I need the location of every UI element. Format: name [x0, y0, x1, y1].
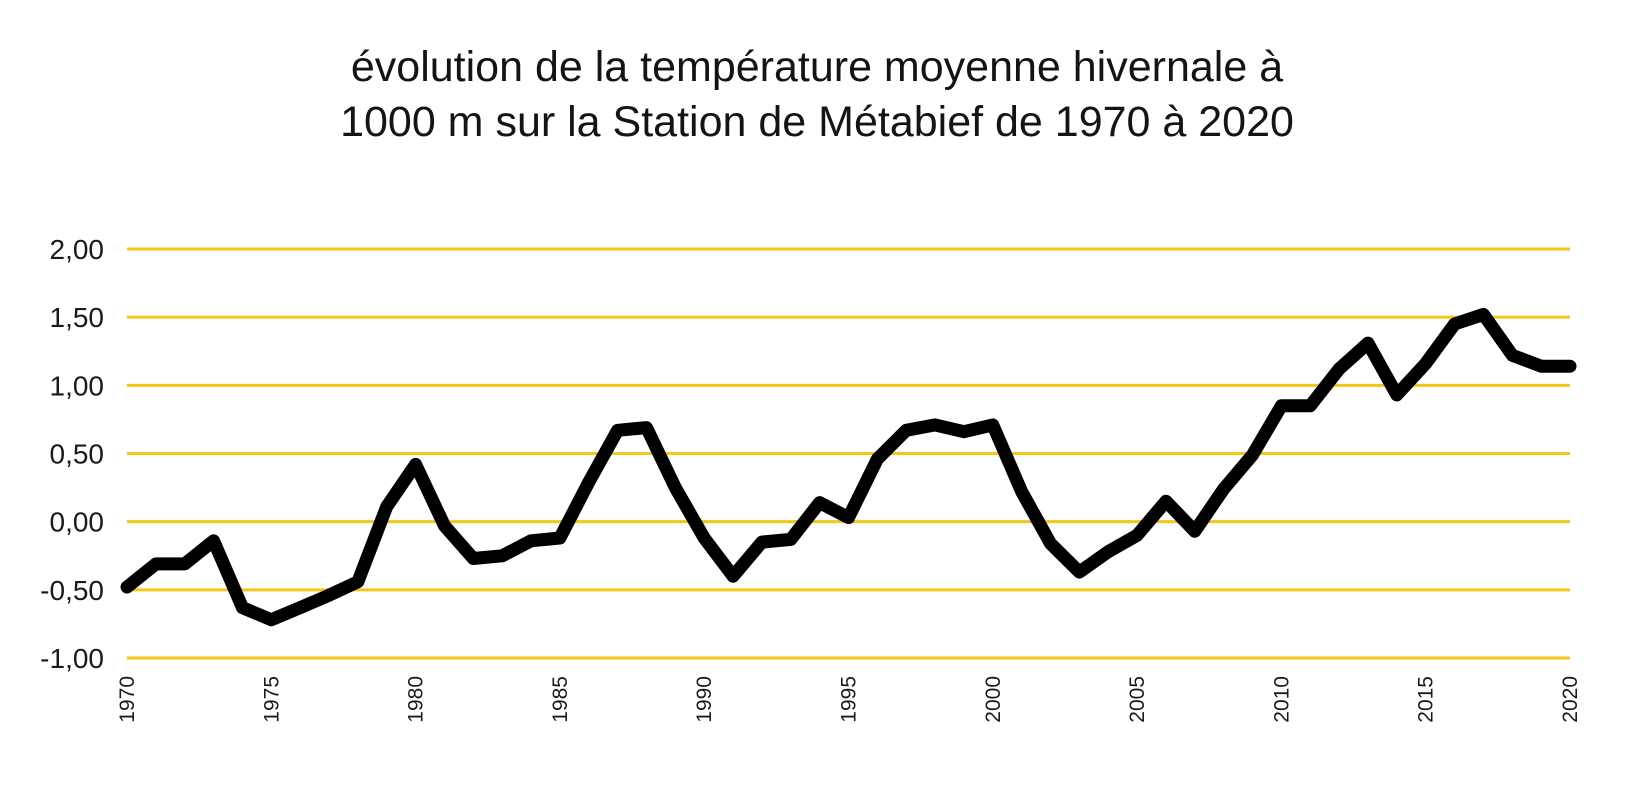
data-point — [1247, 449, 1258, 460]
x-tick-label: 1985 — [549, 676, 572, 723]
series-line — [120, 307, 1577, 627]
data-point — [785, 534, 796, 545]
data-point — [670, 482, 681, 493]
x-tick-label: 1970 — [116, 676, 139, 723]
series-layer — [120, 307, 1577, 627]
y-tick-label: 1,00 — [50, 370, 105, 401]
y-tick-label: -0,50 — [40, 575, 104, 606]
data-point — [1420, 358, 1431, 369]
data-point — [958, 426, 969, 437]
data-point — [1391, 389, 1402, 400]
data-point — [1363, 338, 1373, 349]
data-point — [1161, 496, 1171, 507]
data-point — [641, 422, 652, 433]
data-point — [1016, 486, 1027, 497]
data-point — [1103, 546, 1114, 557]
data-point — [1565, 361, 1575, 372]
data-point — [1189, 526, 1200, 537]
data-point — [554, 533, 565, 543]
y-tick-label: 2,00 — [50, 234, 105, 265]
data-point — [843, 512, 854, 523]
data-point — [122, 582, 132, 593]
data-point — [324, 590, 334, 601]
data-point — [1449, 319, 1460, 329]
x-tick-label: 1975 — [260, 676, 283, 723]
data-point — [814, 497, 825, 508]
data-point — [930, 419, 941, 430]
y-tick-label: -1,00 — [40, 643, 104, 674]
data-point — [583, 477, 594, 488]
data-point — [295, 602, 306, 613]
data-point — [756, 537, 767, 548]
data-point — [1305, 400, 1316, 411]
chart-title-line-2: 1000 m sur la Station de Métabief de 197… — [340, 98, 1294, 146]
data-point — [410, 459, 421, 470]
x-axis-ticks: 1970 1975 1980 1985 1990 1995 2000 2005 2010 2015… — [116, 676, 1582, 723]
data-point — [208, 535, 219, 546]
data-point — [901, 425, 912, 436]
data-point — [266, 614, 277, 625]
chart-title-line-1: évolution de la température moyenne hive… — [350, 43, 1284, 91]
data-point — [468, 553, 479, 564]
data-point — [1478, 309, 1489, 320]
x-tick-label: 2020 — [1559, 676, 1582, 723]
data-point — [1045, 538, 1056, 549]
x-tick-label: 2000 — [982, 676, 1005, 723]
data-point — [497, 550, 508, 561]
data-point — [526, 535, 536, 546]
grid-lines — [127, 247, 1570, 660]
data-point — [1132, 530, 1143, 541]
x-tick-label: 2015 — [1415, 676, 1438, 723]
data-point — [1507, 350, 1518, 361]
data-point — [1074, 567, 1085, 578]
data-point — [872, 454, 883, 464]
data-point — [1276, 400, 1287, 411]
data-point — [352, 576, 363, 587]
x-tick-label: 1990 — [693, 676, 716, 723]
y-tick-label: 0,00 — [50, 507, 105, 538]
data-point — [237, 602, 248, 613]
y-axis-ticks: 2,00 1,50 1,00 0,50 0,00 -0,50 -1,00 — [40, 234, 104, 674]
data-point — [439, 520, 450, 531]
data-point — [1334, 364, 1345, 374]
y-tick-label: 0,50 — [50, 439, 105, 470]
x-tick-label: 2010 — [1270, 676, 1293, 723]
data-point — [381, 501, 392, 512]
data-point — [179, 558, 190, 569]
data-point — [699, 533, 710, 543]
data-point — [728, 571, 739, 582]
data-point — [1536, 361, 1547, 372]
x-tick-label: 1995 — [838, 676, 861, 723]
data-point — [1218, 483, 1229, 494]
x-tick-label: 1980 — [405, 676, 428, 723]
data-point — [150, 558, 161, 569]
chart-title: évolution de la température moyenne hive… — [0, 40, 1634, 150]
data-point — [987, 419, 998, 430]
x-tick-label: 2005 — [1126, 676, 1149, 723]
y-tick-label: 1,50 — [50, 302, 105, 333]
data-point — [612, 425, 623, 436]
